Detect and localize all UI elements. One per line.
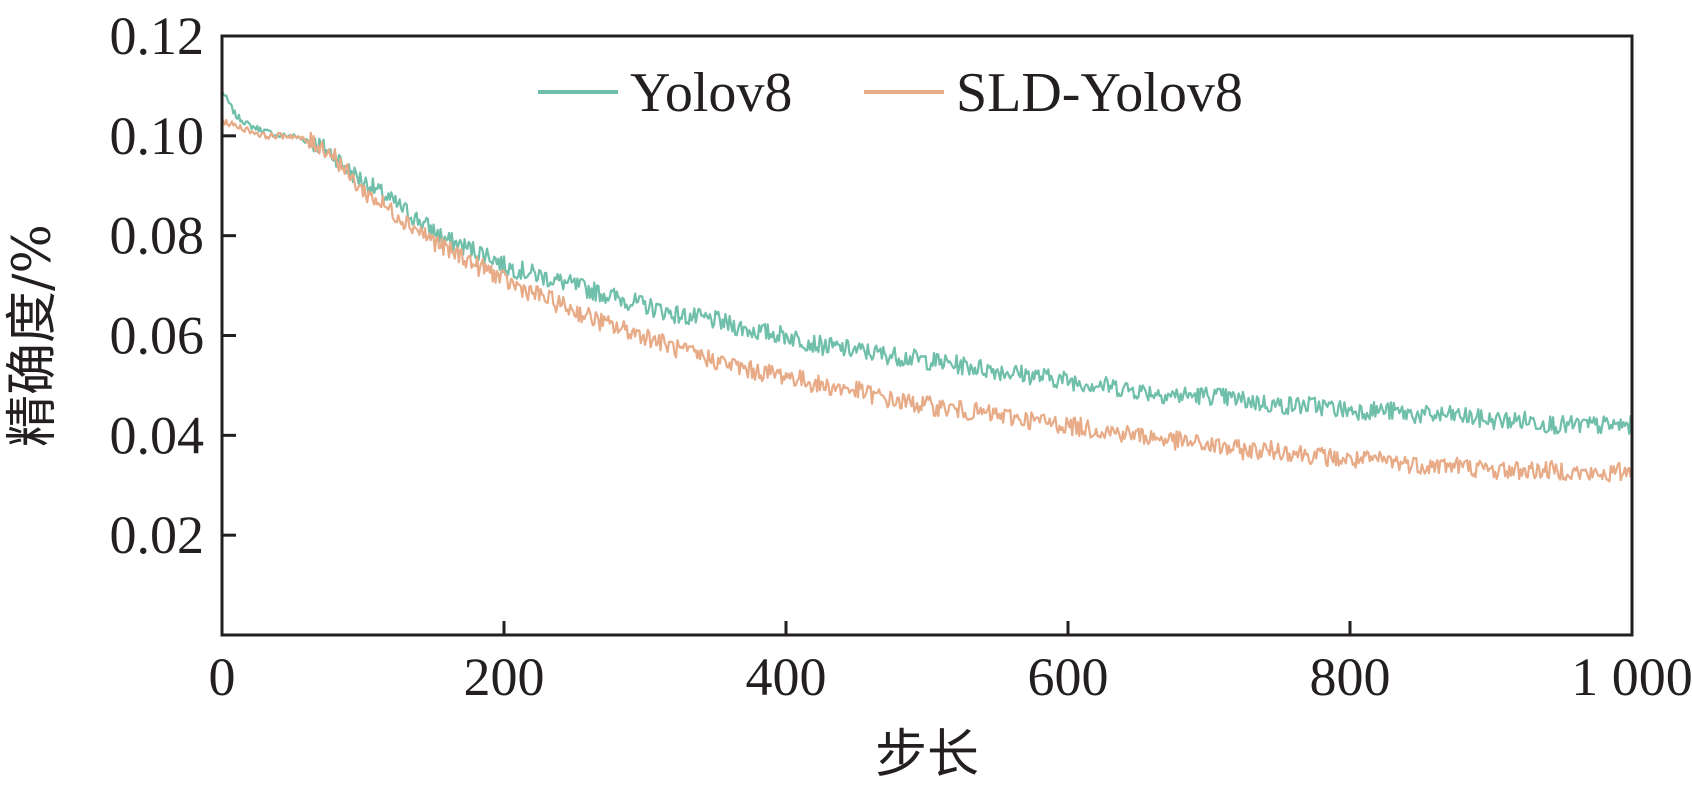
x-tick-label: 400 <box>746 647 827 707</box>
y-tick-label: 0.04 <box>110 405 205 465</box>
y-tick-label: 0.10 <box>110 106 205 166</box>
x-tick-label: 800 <box>1310 647 1391 707</box>
series-line-sld-yolov8 <box>220 117 1633 483</box>
x-tick-label: 1 000 <box>1571 647 1692 707</box>
legend: Yolov8 SLD-Yolov8 <box>538 62 1243 124</box>
plot-frame <box>220 34 1634 637</box>
legend-label: SLD-Yolov8 <box>956 62 1243 124</box>
y-tick-label: 0.06 <box>110 306 205 366</box>
legend-label: Yolov8 <box>630 62 792 124</box>
y-tick-label: 0.02 <box>110 505 205 565</box>
x-tick-label: 0 <box>209 647 236 707</box>
x-tick-label: 200 <box>464 647 545 707</box>
y-axis-title: 精确度/% <box>3 224 63 447</box>
y-tick-label: 0.08 <box>110 206 205 266</box>
x-axis-title: 步长 <box>875 725 979 785</box>
y-tick-label: 0.12 <box>110 6 205 66</box>
series-layer <box>220 89 1634 483</box>
axis-ticks: 0 200 400 600 800 1 000 0.02 0.04 0.06 0.08 0.10 0.… <box>110 6 1692 707</box>
x-tick-label: 600 <box>1028 647 1109 707</box>
series-line-yolov8 <box>220 89 1634 435</box>
